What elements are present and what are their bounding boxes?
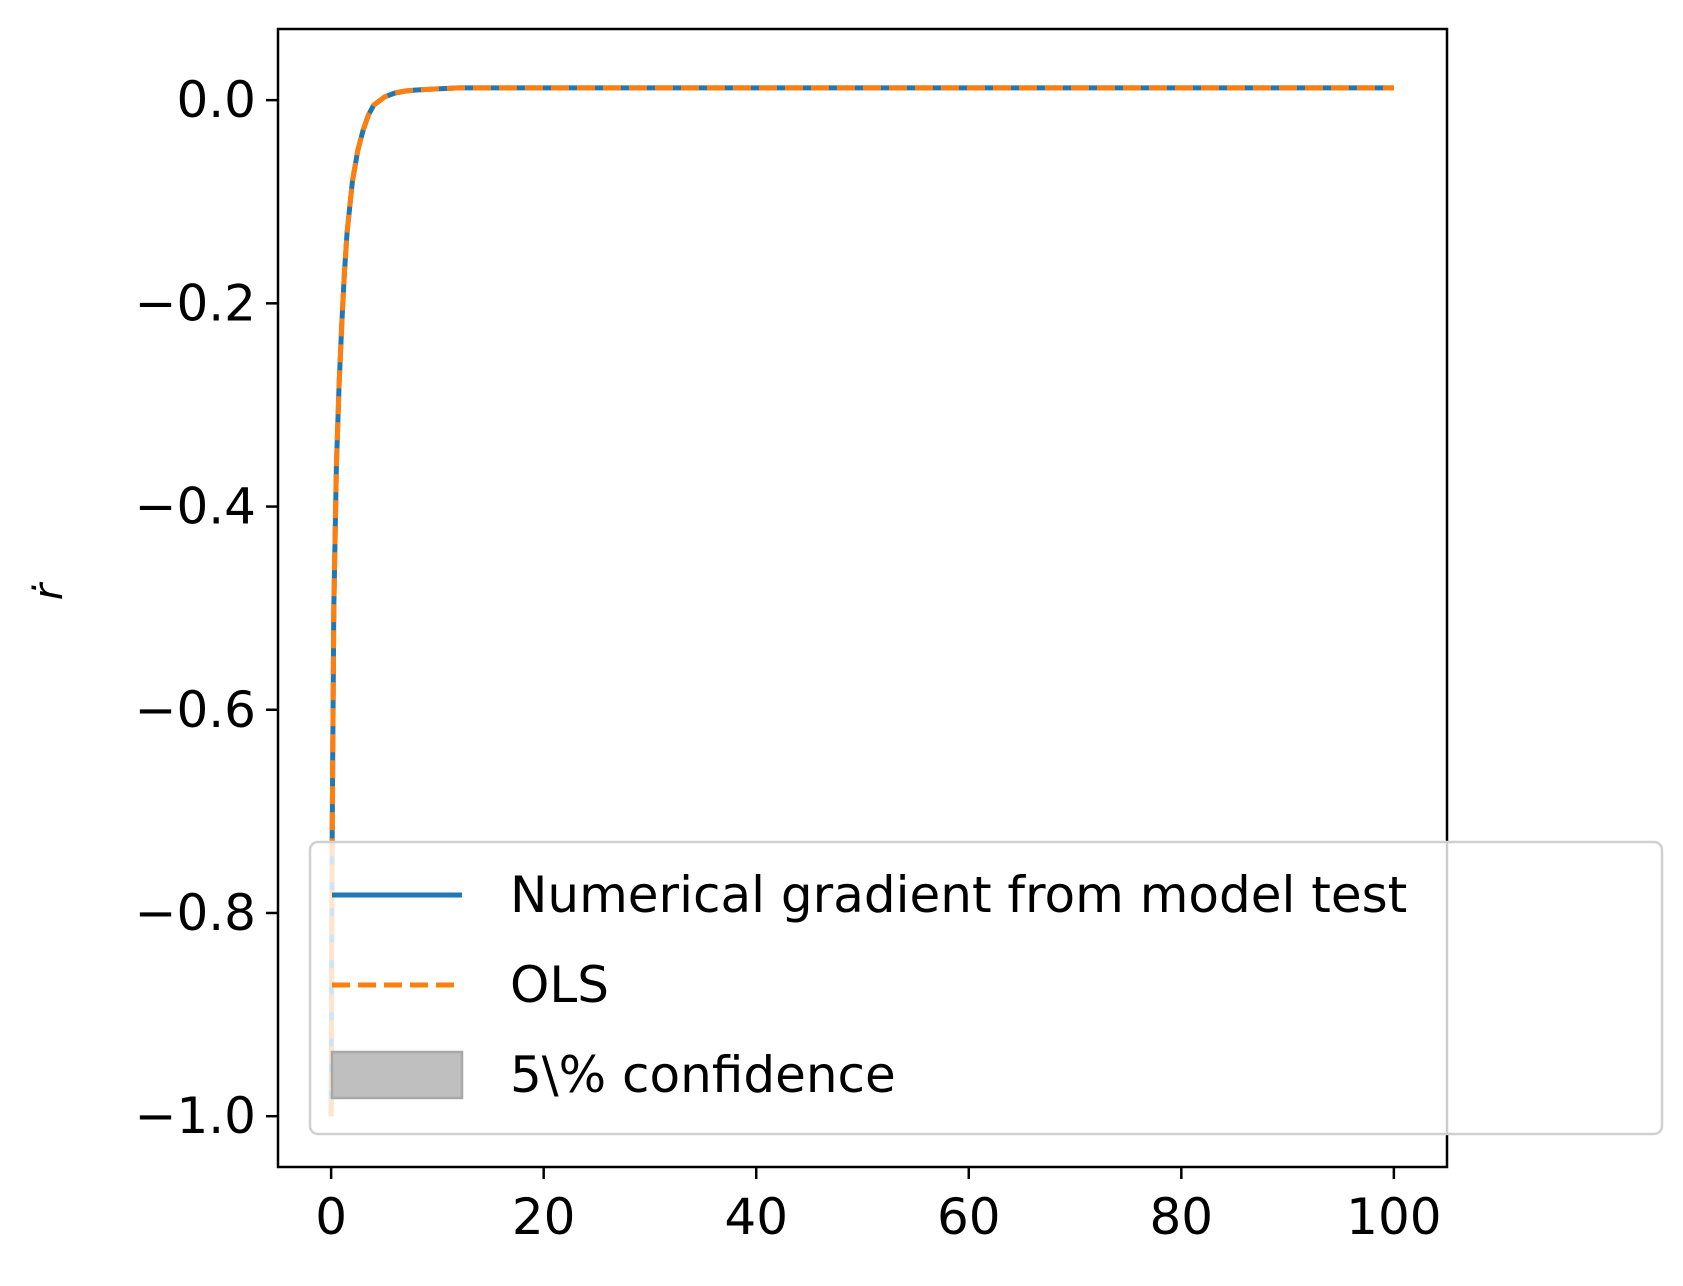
y-axis-label: ṙ: [26, 581, 72, 600]
y-tick-label: −0.2: [135, 274, 256, 332]
legend: Numerical gradient from model test OLS 5\%…: [308, 840, 1664, 1136]
y-tick-label: −0.6: [135, 681, 256, 739]
legend-label: OLS: [510, 956, 609, 1014]
legend-label: 5\% confidence: [510, 1046, 896, 1104]
x-tick-label: 0: [315, 1188, 347, 1246]
x-tick-label: 20: [512, 1188, 576, 1246]
series-line-ols: [328, 85, 1394, 1117]
legend-swatch-patch: [330, 1050, 464, 1100]
x-tick-label: 60: [937, 1188, 1001, 1246]
y-tick-label: 0.0: [176, 71, 256, 129]
x-tick-label: 40: [724, 1188, 788, 1246]
y-tick-label: −0.8: [135, 884, 256, 942]
x-tick-label: 100: [1346, 1188, 1441, 1246]
legend-label: Numerical gradient from model test: [510, 866, 1407, 924]
y-tick-label: −0.4: [135, 478, 256, 536]
plot-area: [328, 85, 1394, 1117]
x-tick-label: 80: [1150, 1188, 1214, 1246]
y-tick-label: −1.0: [135, 1087, 256, 1145]
plot-frame: [276, 27, 1449, 1169]
legend-box: [308, 840, 1664, 1136]
axes: 0 20 40 60 80 100 0.0 −0.2 −0.4 −0.6 −0.8 −1.0: [135, 27, 1449, 1246]
